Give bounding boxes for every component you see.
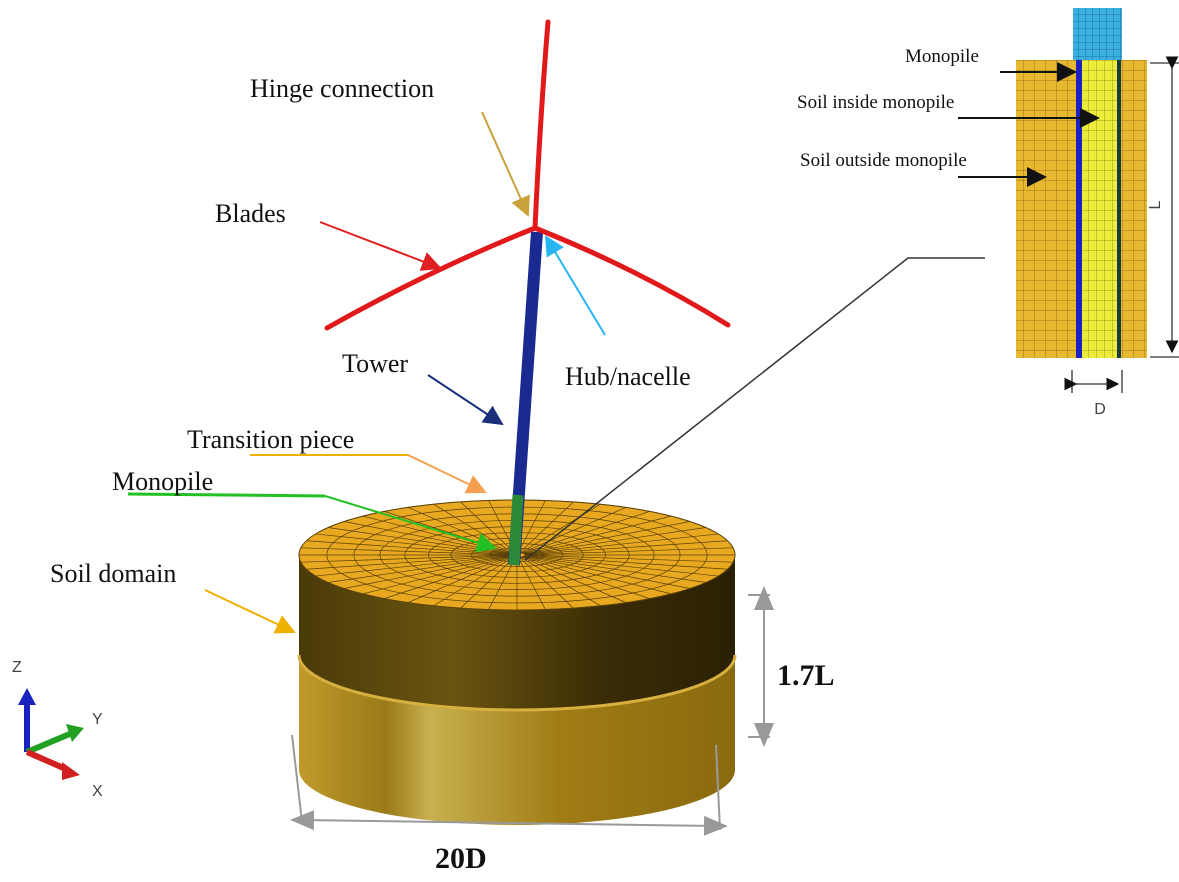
axis-label: Z <box>12 659 22 676</box>
inset-label: Monopile <box>905 46 979 67</box>
label: Monopile <box>112 467 213 496</box>
dimension-lines <box>290 586 774 836</box>
inset-label: Soil inside monopile <box>797 92 954 113</box>
mesh-line <box>306 555 510 570</box>
axis-label: X <box>92 783 103 800</box>
mesh-line <box>300 547 510 556</box>
mesh-line <box>524 554 734 563</box>
inset-label: Soil outside monopile <box>800 150 967 171</box>
blades <box>324 19 731 331</box>
label: Blades <box>215 199 286 228</box>
mesh-line <box>524 555 728 570</box>
axis-label: Y <box>92 711 103 728</box>
mesh-line <box>524 547 734 556</box>
arrows <box>127 111 985 634</box>
label: Hinge connection <box>250 74 434 103</box>
axis-triad <box>18 688 84 780</box>
label: Hub/nacelle <box>565 362 691 391</box>
label: Soil domain <box>50 559 176 588</box>
label: Transition piece <box>187 425 354 454</box>
mesh-line <box>524 540 728 555</box>
dimension-label: 20D <box>435 842 487 875</box>
inset-dim: L <box>1147 200 1164 209</box>
dimension-label: 1.7L <box>777 659 835 692</box>
label: Tower <box>342 349 408 378</box>
monopile-shape <box>508 494 524 566</box>
mesh-line <box>300 554 510 563</box>
inset-dim: D <box>1094 401 1106 418</box>
inset <box>958 8 1179 393</box>
